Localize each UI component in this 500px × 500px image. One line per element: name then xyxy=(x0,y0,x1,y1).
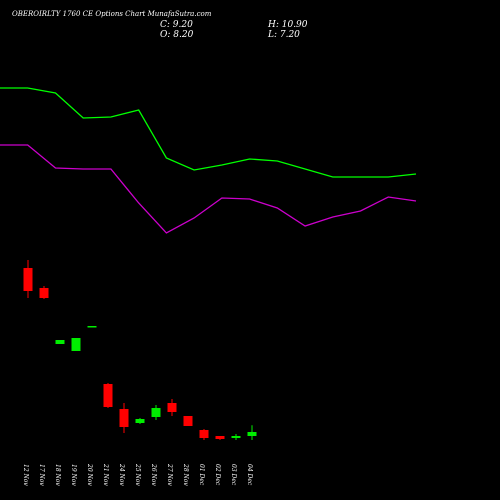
x-tick-label: 20 Nov xyxy=(86,463,93,486)
candle-body xyxy=(135,419,145,423)
candle-body xyxy=(119,409,129,427)
candle-body xyxy=(23,268,33,291)
candle-body xyxy=(167,403,177,412)
x-tick-label: 12 Nov xyxy=(22,464,29,486)
candle-body xyxy=(55,340,65,344)
chart-title: OBEROIRLTY 1760 CE Options Chart MunafaS… xyxy=(12,10,212,18)
x-tick-label: 27 Nov xyxy=(166,463,173,486)
candle-body xyxy=(39,288,49,298)
x-tick-label: 18 Nov xyxy=(54,464,61,486)
x-tick-label: 01 Dec xyxy=(198,464,205,486)
x-tick-label: 26 Nov xyxy=(150,463,157,486)
high-label: H: 10.90 xyxy=(267,20,308,30)
x-tick-label: 25 Nov xyxy=(134,463,141,486)
open-label: O: 8.20 xyxy=(160,30,194,40)
indicator-line xyxy=(0,144,417,234)
x-tick-label: 28 Nov xyxy=(182,463,189,486)
x-tick-label: 21 Nov xyxy=(102,463,109,486)
candle-body xyxy=(87,326,97,328)
candle-body xyxy=(183,416,193,426)
x-tick-label: 03 Dec xyxy=(230,464,237,486)
indicator-line xyxy=(0,87,417,178)
x-tick-label: 17 Nov xyxy=(38,464,45,486)
x-tick-label: 24 Nov xyxy=(118,463,125,486)
candle-body xyxy=(103,384,113,407)
candle-body xyxy=(71,338,81,351)
low-label: L: 7.20 xyxy=(267,30,300,40)
candle-body xyxy=(231,436,241,438)
candle-body xyxy=(215,436,225,439)
x-tick-label: 04 Dec xyxy=(246,464,253,486)
x-tick-label: 02 Dec xyxy=(214,464,221,486)
close-label: C: 9.20 xyxy=(160,20,193,30)
x-tick-label: 19 Nov xyxy=(70,464,77,486)
candle-body xyxy=(199,430,209,438)
candle-body xyxy=(151,408,161,417)
candle-body xyxy=(247,432,257,436)
